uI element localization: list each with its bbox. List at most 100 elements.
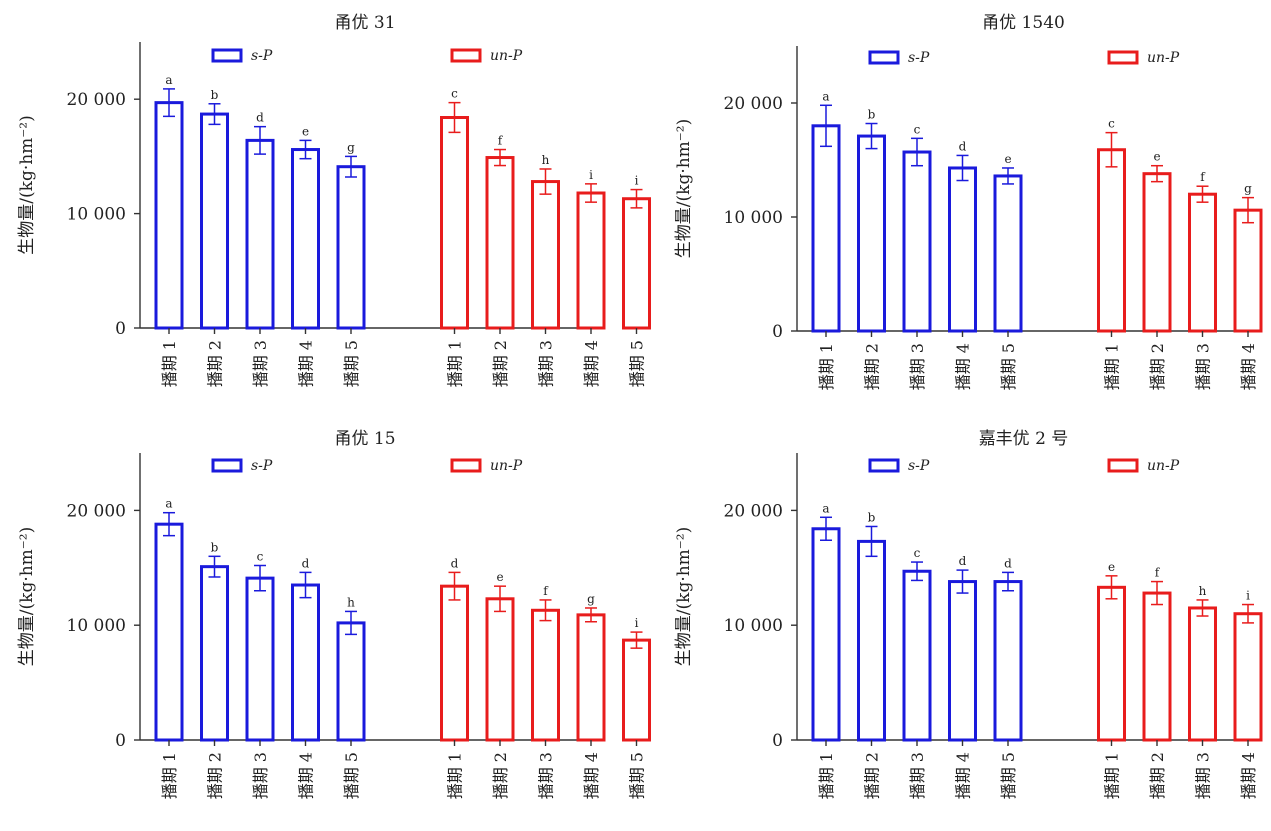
x-tick-label: 播期 2	[206, 340, 225, 387]
x-tick-label: 播期 5	[999, 752, 1018, 799]
bar-un-P-4	[1233, 208, 1263, 333]
legend-label-un-P: un-P	[1147, 458, 1180, 474]
bar-s-P-4	[291, 583, 320, 742]
x-tick-label: 播期 1	[817, 752, 836, 799]
y-tick-label: 0	[115, 319, 126, 339]
x-tick-label: 播期 1	[160, 752, 179, 799]
x-tick-label: 播期 3	[908, 752, 927, 799]
x-tick-label: 播期 5	[628, 340, 647, 387]
bar-un-P-3	[1188, 192, 1217, 333]
x-tick-label: 播期 4	[582, 340, 601, 387]
bar-s-P-1	[154, 101, 184, 330]
significance-label: b	[211, 540, 219, 554]
x-tick-label: 播期 2	[206, 752, 225, 799]
chart-panel-2: 甬优 1540 生物量/(kg·hm⁻²) 0 10 000 20 000 s-P un-P…	[674, 13, 1263, 390]
x-tick-label: 播期 3	[251, 340, 270, 387]
significance-label: d	[959, 139, 967, 153]
bar-s-P-5	[336, 165, 366, 330]
x-tick-label: 播期 3	[1194, 343, 1213, 390]
significance-label: a	[822, 501, 829, 515]
chart-title: 甬优 31	[334, 13, 395, 33]
y-tick-label: 20 000	[67, 90, 126, 110]
significance-label: h	[347, 595, 355, 609]
y-tick-label: 20 000	[724, 501, 783, 521]
significance-label: e	[1004, 152, 1011, 166]
legend-label-s-P: s-P	[908, 458, 930, 474]
bar-un-P-1	[1097, 148, 1126, 333]
legend-label-s-P: s-P	[251, 458, 273, 474]
y-axis-label: 生物量/(kg·hm⁻²)	[674, 527, 694, 666]
legend-label-un-P: un-P	[490, 458, 523, 474]
significance-label: c	[914, 122, 921, 136]
bar-s-P-2	[857, 539, 886, 742]
significance-label: f	[1155, 566, 1161, 580]
x-tick-label: 播期 5	[342, 340, 361, 387]
bar-s-P-1	[811, 124, 841, 333]
significance-label: g	[587, 592, 595, 606]
significance-label: i	[589, 168, 593, 182]
legend-swatch-s-P	[868, 458, 900, 473]
bar-un-P-3	[531, 608, 560, 742]
y-tick-label: 10 000	[67, 205, 126, 225]
bar-un-P-3	[1188, 606, 1217, 742]
x-tick-label: 播期 4	[954, 343, 973, 390]
bar-s-P-5	[336, 621, 366, 742]
x-tick-label: 播期 4	[954, 752, 973, 799]
bar-s-P-4	[291, 148, 320, 330]
significance-label: h	[542, 153, 550, 167]
bar-un-P-2	[485, 156, 515, 330]
y-tick-label: 10 000	[724, 616, 783, 636]
significance-label: c	[451, 87, 458, 101]
x-tick-label: 播期 4	[1239, 343, 1258, 390]
y-tick-label: 10 000	[724, 208, 783, 228]
significance-label: a	[822, 89, 829, 103]
bar-un-P-4	[576, 191, 606, 330]
significance-label: b	[211, 88, 219, 102]
y-axis-label: 生物量/(kg·hm⁻²)	[17, 115, 37, 254]
bar-un-P-5	[622, 197, 651, 330]
bar-s-P-2	[200, 112, 229, 330]
y-tick-label: 0	[772, 322, 783, 342]
bar-un-P-4	[1233, 612, 1263, 742]
x-tick-label: 播期 4	[297, 340, 316, 387]
bar-s-P-2	[857, 134, 886, 333]
bar-un-P-2	[1142, 172, 1172, 333]
significance-label: b	[868, 510, 876, 524]
x-tick-label: 播期 3	[908, 343, 927, 390]
significance-label: d	[256, 111, 264, 125]
legend-swatch-s-P	[211, 458, 243, 473]
bar-un-P-5	[622, 638, 651, 742]
bar-s-P-5	[993, 580, 1023, 742]
significance-label: b	[868, 108, 876, 122]
significance-label: i	[635, 616, 639, 630]
legend-swatch-s-P	[868, 50, 900, 65]
legend-swatch-un-P	[450, 458, 482, 473]
significance-label: d	[451, 556, 459, 570]
legend-swatch-s-P	[211, 48, 243, 63]
bar-s-P-4	[948, 166, 977, 333]
x-tick-label: 播期 1	[446, 752, 465, 799]
x-tick-label: 播期 2	[863, 343, 882, 390]
legend-label-s-P: s-P	[251, 48, 273, 64]
y-tick-label: 20 000	[67, 501, 126, 521]
significance-label: d	[302, 556, 310, 570]
significance-label: g	[347, 140, 355, 154]
bar-s-P-3	[245, 138, 275, 330]
y-tick-label: 0	[115, 731, 126, 751]
significance-label: e	[302, 124, 309, 138]
bar-un-P-1	[1097, 585, 1126, 742]
bar-un-P-2	[1142, 591, 1172, 742]
y-axis-label: 生物量/(kg·hm⁻²)	[674, 119, 694, 258]
x-tick-label: 播期 3	[537, 340, 556, 387]
significance-label: e	[1108, 560, 1115, 574]
significance-label: i	[1246, 589, 1250, 603]
legend-swatch-un-P	[450, 48, 482, 63]
x-tick-label: 播期 1	[160, 340, 179, 387]
x-tick-label: 播期 2	[491, 340, 510, 387]
significance-label: i	[635, 174, 639, 188]
bar-s-P-5	[993, 174, 1023, 333]
chart-title: 甬优 1540	[982, 13, 1065, 33]
significance-label: f	[498, 134, 504, 148]
x-tick-label: 播期 2	[1148, 752, 1167, 799]
